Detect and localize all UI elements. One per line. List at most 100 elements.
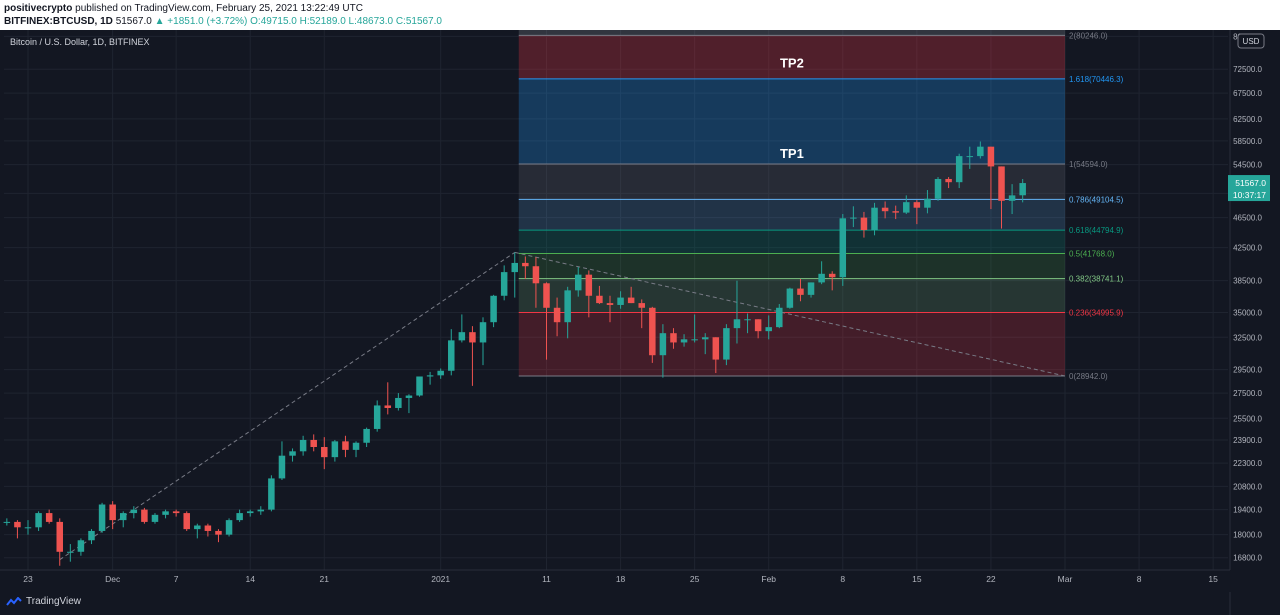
candle-body xyxy=(479,322,487,343)
candle-body xyxy=(352,442,360,450)
candle-body xyxy=(532,266,540,284)
candle-body xyxy=(35,513,42,528)
fib-zone xyxy=(518,230,1065,254)
price-change: ▲ +1851.0 (+3.72%) xyxy=(154,16,248,27)
time-tick-label: 15 xyxy=(912,574,922,584)
tradingview-logo-icon xyxy=(6,596,22,606)
candle-body xyxy=(342,441,349,450)
candle-body xyxy=(776,307,783,328)
current-price-label: 51567.0 xyxy=(1235,178,1266,188)
candle-body xyxy=(437,370,444,376)
candle-body xyxy=(977,146,984,157)
candle-body xyxy=(881,207,889,212)
publisher-name[interactable]: positivecrypto xyxy=(4,3,73,14)
fib-retracement[interactable]: 0(28942.0) 0.236(34995.9) 0.382(38741.1) 0.… xyxy=(518,30,1124,381)
time-tick-label: 7 xyxy=(174,574,179,584)
candle-body xyxy=(278,455,286,479)
publish-info: positivecrypto published on TradingView.… xyxy=(4,3,363,14)
trendlines[interactable] xyxy=(59,251,1066,561)
candle-body xyxy=(500,272,508,296)
price-tick-label: 72500.0 xyxy=(1233,65,1262,74)
candle-body xyxy=(934,178,942,199)
candle-body xyxy=(321,447,328,458)
candle-body xyxy=(289,451,296,456)
chart-title: Bitcoin / U.S. Dollar, 1D, BITFINEX xyxy=(10,37,150,47)
candle-body xyxy=(564,290,571,323)
candle-body xyxy=(162,511,169,515)
price-tick-label: 62500.0 xyxy=(1233,115,1262,124)
candle-body xyxy=(88,530,95,541)
candle-body xyxy=(395,397,402,408)
fib-level-label: 1(54594.0) xyxy=(1069,160,1108,169)
candle-body xyxy=(574,274,582,291)
candle-body xyxy=(67,551,74,553)
candle-body xyxy=(966,156,974,158)
time-tick-label: 8 xyxy=(1137,574,1142,584)
time-axis[interactable]: 23 Dec 7 14 21 2021 11 18 25 Feb 8 15 22 Mar 8 15 xyxy=(0,569,1280,592)
candle-body xyxy=(225,520,233,535)
time-tick-label: 25 xyxy=(690,574,700,584)
candle-body xyxy=(109,504,116,521)
candle-body xyxy=(384,405,392,408)
currency-button[interactable]: USD xyxy=(1237,33,1265,49)
candlestick-chart[interactable]: 0(28942.0) 0.236(34995.9) 0.382(38741.1) 0.… xyxy=(0,30,1280,615)
fib-level-label: 0.786(49104.5) xyxy=(1069,195,1124,204)
time-axis-background xyxy=(0,570,1280,592)
candle-body xyxy=(45,513,53,522)
fib-level-label: 0.382(38741.1) xyxy=(1069,275,1124,284)
price-tick-label: 29500.0 xyxy=(1233,366,1262,375)
time-tick-label: 8 xyxy=(840,574,845,584)
annotations: TP2 TP1 xyxy=(780,55,804,161)
candle-body xyxy=(194,525,201,530)
candle-body xyxy=(680,339,688,343)
price-axis[interactable]: 16800.0 18000.0 19400.0 20800.0 22300.0 23900… xyxy=(1228,30,1280,615)
candle-body xyxy=(236,513,243,521)
candle-body xyxy=(204,525,212,531)
candle-body xyxy=(405,395,413,398)
price-tick-label: 58500.0 xyxy=(1233,137,1262,146)
price-tick-label: 35000.0 xyxy=(1233,309,1262,318)
candle-body xyxy=(151,514,159,522)
candle-body xyxy=(807,282,815,295)
candle-body xyxy=(56,521,63,552)
time-tick-label: 21 xyxy=(320,574,330,584)
price-tick-label: 19400.0 xyxy=(1233,506,1262,515)
candle-body xyxy=(24,527,32,529)
candle-body xyxy=(98,504,106,531)
time-tick-label: Mar xyxy=(1058,574,1073,584)
tradingview-brand[interactable]: TradingView xyxy=(6,596,81,607)
currency-label: USD xyxy=(1243,37,1260,46)
price-tick-label: 16800.0 xyxy=(1233,554,1262,563)
fib-zone xyxy=(518,312,1065,376)
candle-body xyxy=(77,540,85,552)
time-tick-label: 11 xyxy=(542,574,551,584)
candle-body xyxy=(215,530,222,535)
candle-body xyxy=(955,156,963,183)
fib-level-label: 0(28942.0) xyxy=(1069,372,1108,381)
candle-body xyxy=(268,478,275,510)
trendline xyxy=(514,251,1066,377)
candle-body xyxy=(183,513,190,530)
published-text: published on TradingView.com, February 2… xyxy=(75,3,363,14)
candle-body xyxy=(511,262,519,273)
candles xyxy=(3,141,1026,566)
candle-body xyxy=(606,303,614,305)
candle-body xyxy=(839,218,847,278)
candle-body xyxy=(3,521,11,523)
chart-area[interactable]: 0(28942.0) 0.236(34995.9) 0.382(38741.1) 0.… xyxy=(0,30,1280,615)
time-tick-label: 18 xyxy=(616,574,626,584)
time-tick-label: Feb xyxy=(761,574,776,584)
candle-body xyxy=(458,332,466,341)
candle-body xyxy=(797,288,804,295)
candle-body xyxy=(733,319,741,329)
candle-body xyxy=(490,295,497,323)
candle-body xyxy=(596,295,603,304)
candle-body xyxy=(712,337,720,360)
fib-zone xyxy=(518,253,1065,279)
price-tick-label: 67500.0 xyxy=(1233,89,1262,98)
candle-body xyxy=(130,509,138,514)
candle-body xyxy=(426,375,434,377)
price-tick-label: 18000.0 xyxy=(1233,531,1262,540)
trendline xyxy=(59,251,516,561)
time-tick-label: 23 xyxy=(23,574,33,584)
